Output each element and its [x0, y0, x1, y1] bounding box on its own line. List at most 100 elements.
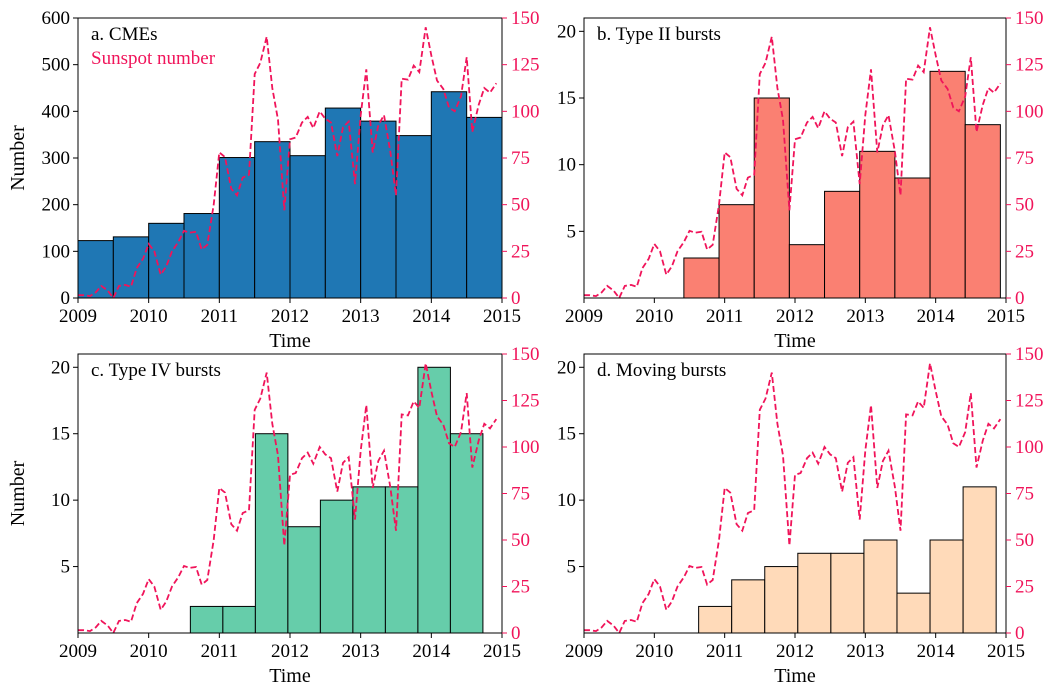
y-tick-label: 200 [42, 195, 71, 216]
panel-title: c. Type IV bursts [91, 360, 221, 381]
bar-a-1 [112, 236, 150, 299]
x-tick-label: 2015 [483, 641, 521, 662]
y-tick-label: 20 [51, 357, 70, 378]
x-tick-label: 2012 [271, 306, 309, 327]
y2-tick-label: 25 [1015, 577, 1034, 598]
bar-b-5 [859, 150, 896, 299]
x-tick-label: 2013 [846, 641, 884, 662]
panel-b: 2009 2010 2011 2012 2013 2014 2015 5 10 15 20 0 25 50… [557, 8, 1044, 352]
bar-c-1 [222, 605, 256, 634]
bar-a-3 [183, 213, 220, 299]
x-tick-label: 2009 [59, 306, 97, 327]
x-axis-title: Time [269, 665, 311, 687]
bar-b-4 [824, 190, 861, 299]
y2-tick-label: 75 [511, 484, 530, 505]
y2-tick-label: 0 [1015, 288, 1025, 309]
x-tick-label: 2009 [565, 306, 603, 327]
x-tick-label: 2013 [342, 641, 380, 662]
panel-d: 2009 2010 2011 2012 2013 2014 2015 5 10 15 20 0 25 50… [557, 344, 1044, 687]
x-tick-label: 2012 [776, 641, 814, 662]
y2-tick-label: 100 [511, 437, 540, 458]
y2-tick-label: 125 [511, 55, 540, 76]
y2-tick-label: 25 [511, 241, 530, 262]
bar-a-0 [77, 240, 114, 299]
bar-d-4 [830, 552, 865, 634]
bar-d-6 [896, 592, 931, 634]
y-tick-label: 15 [51, 424, 70, 445]
x-tick-label: 2015 [987, 306, 1025, 327]
y-tick-label: 15 [557, 88, 576, 109]
bar-c-6 [384, 486, 419, 634]
bar-d-0 [698, 605, 733, 634]
y2-tick-label: 125 [511, 391, 540, 412]
x-tick-label: 2010 [130, 641, 168, 662]
bar-b-7 [929, 70, 966, 299]
y-tick-label: 0 [61, 288, 71, 309]
y2-tick-label: 150 [511, 344, 540, 365]
y-tick-label: 5 [567, 221, 577, 242]
x-tick-label: 2014 [917, 306, 956, 327]
panel-title: d. Moving bursts [597, 360, 726, 381]
x-tick-label: 2012 [271, 641, 309, 662]
bar-d-5 [863, 539, 898, 634]
bar-b-3 [788, 244, 826, 299]
y2-tick-label: 125 [1015, 55, 1044, 76]
bar-a-11 [466, 116, 503, 299]
bar-a-5 [254, 141, 291, 299]
bar-b-8 [964, 124, 1001, 299]
bar-d-2 [764, 566, 799, 634]
y2-tick-label: 150 [1015, 8, 1044, 29]
y2-tick-label: 50 [1015, 530, 1034, 551]
x-tick-label: 2012 [776, 306, 814, 327]
y-tick-label: 10 [557, 155, 576, 176]
y2-tick-label: 100 [1015, 437, 1044, 458]
y2-tick-label: 150 [511, 8, 540, 29]
y2-tick-label: 0 [1015, 623, 1025, 644]
y2-tick-label: 75 [511, 148, 530, 169]
x-tick-label: 2011 [706, 641, 743, 662]
y-tick-label: 20 [557, 357, 576, 378]
x-tick-label: 2009 [59, 641, 97, 662]
y-tick-label: 10 [51, 490, 70, 511]
bar-a-2 [148, 222, 185, 299]
y2-tick-label: 100 [511, 101, 540, 122]
y2-tick-label: 100 [1015, 101, 1044, 122]
bar-c-0 [189, 605, 224, 634]
bar-a-4 [218, 157, 256, 299]
panel-title: b. Type II bursts [597, 24, 721, 45]
x-tick-label: 2013 [342, 306, 380, 327]
y-tick-label: 600 [42, 8, 71, 29]
x-tick-label: 2010 [130, 306, 168, 327]
y2-tick-label: 0 [511, 288, 521, 309]
y2-tick-label: 75 [1015, 148, 1034, 169]
x-tick-label: 2015 [483, 306, 521, 327]
sunspot-line-c [78, 363, 498, 635]
y-tick-label: 20 [557, 21, 576, 42]
y-tick-label: 15 [557, 424, 576, 445]
x-tick-label: 2010 [635, 306, 673, 327]
bar-c-3 [287, 526, 321, 634]
y2-tick-label: 25 [1015, 241, 1034, 262]
bar-a-8 [360, 120, 397, 299]
y2-tick-label: 150 [1015, 344, 1044, 365]
y2-tick-label: 75 [1015, 484, 1034, 505]
x-tick-label: 2014 [917, 641, 956, 662]
y2-tick-label: 125 [1015, 391, 1044, 412]
y-tick-label: 5 [61, 557, 71, 578]
panel-a: 2009 2010 2011 2012 2013 2014 2015010020030040… [7, 8, 540, 352]
y2-tick-label: 50 [1015, 195, 1034, 216]
bar-d-1 [731, 579, 766, 634]
x-tick-label: 2014 [412, 306, 451, 327]
y2-tick-label: 50 [511, 195, 530, 216]
y-tick-label: 400 [42, 101, 71, 122]
y-axis-title: Number [7, 125, 29, 191]
x-axis-title: Time [774, 330, 816, 352]
y2-tick-label: 50 [511, 530, 530, 551]
x-axis-title: Time [774, 665, 816, 687]
sunspot-line-d [584, 363, 1002, 635]
y-axis-title: Number [7, 460, 29, 526]
bar-c-7 [417, 366, 451, 634]
x-tick-label: 2014 [412, 641, 451, 662]
x-axis-title: Time [269, 330, 311, 352]
